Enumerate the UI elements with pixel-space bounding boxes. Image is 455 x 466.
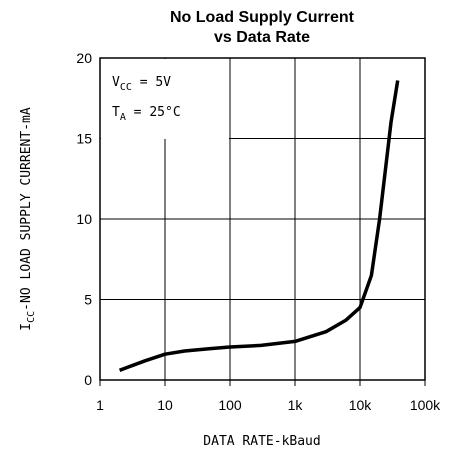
data-line (118, 80, 400, 372)
x-axis-label: DATA RATE-kBaud (203, 434, 320, 449)
x-tick-label: 100k (410, 397, 441, 413)
y-axis-label: ICC-NO LOAD SUPPLY CURRENT-mA (19, 107, 37, 331)
annotation-rest: = 25°C (126, 105, 181, 120)
y-label-main: I (19, 323, 34, 331)
x-tick-label: 100 (218, 397, 242, 413)
x-tick-label: 1k (288, 397, 304, 413)
chart-title: No Load Supply Current (170, 9, 355, 26)
annotation: TA = 25°C (112, 105, 181, 123)
y-tick-label: 5 (84, 292, 92, 308)
plot-frame (99, 57, 426, 381)
annotation: VCC = 5V (112, 75, 171, 93)
annotation-main: T (112, 105, 120, 120)
annotation-main: V (112, 75, 120, 90)
x-tick-label: 1 (96, 397, 104, 413)
y-tick-label: 15 (76, 131, 92, 147)
chart-title: vs Data Rate (214, 29, 310, 46)
y-label-sub: CC (26, 311, 37, 323)
y-label-rest: -NO LOAD SUPPLY CURRENT-mA (19, 107, 34, 311)
annotation-rest: = 5V (132, 75, 171, 90)
y-tick-label: 10 (76, 211, 92, 227)
annotation-sub: A (120, 112, 126, 123)
x-tick-label: 10 (157, 397, 173, 413)
y-tick-label: 20 (76, 50, 92, 66)
x-tick-label: 10k (349, 397, 373, 413)
y-tick-label: 0 (84, 372, 92, 388)
annotation-box (101, 59, 229, 139)
annotation-sub: CC (120, 82, 132, 93)
